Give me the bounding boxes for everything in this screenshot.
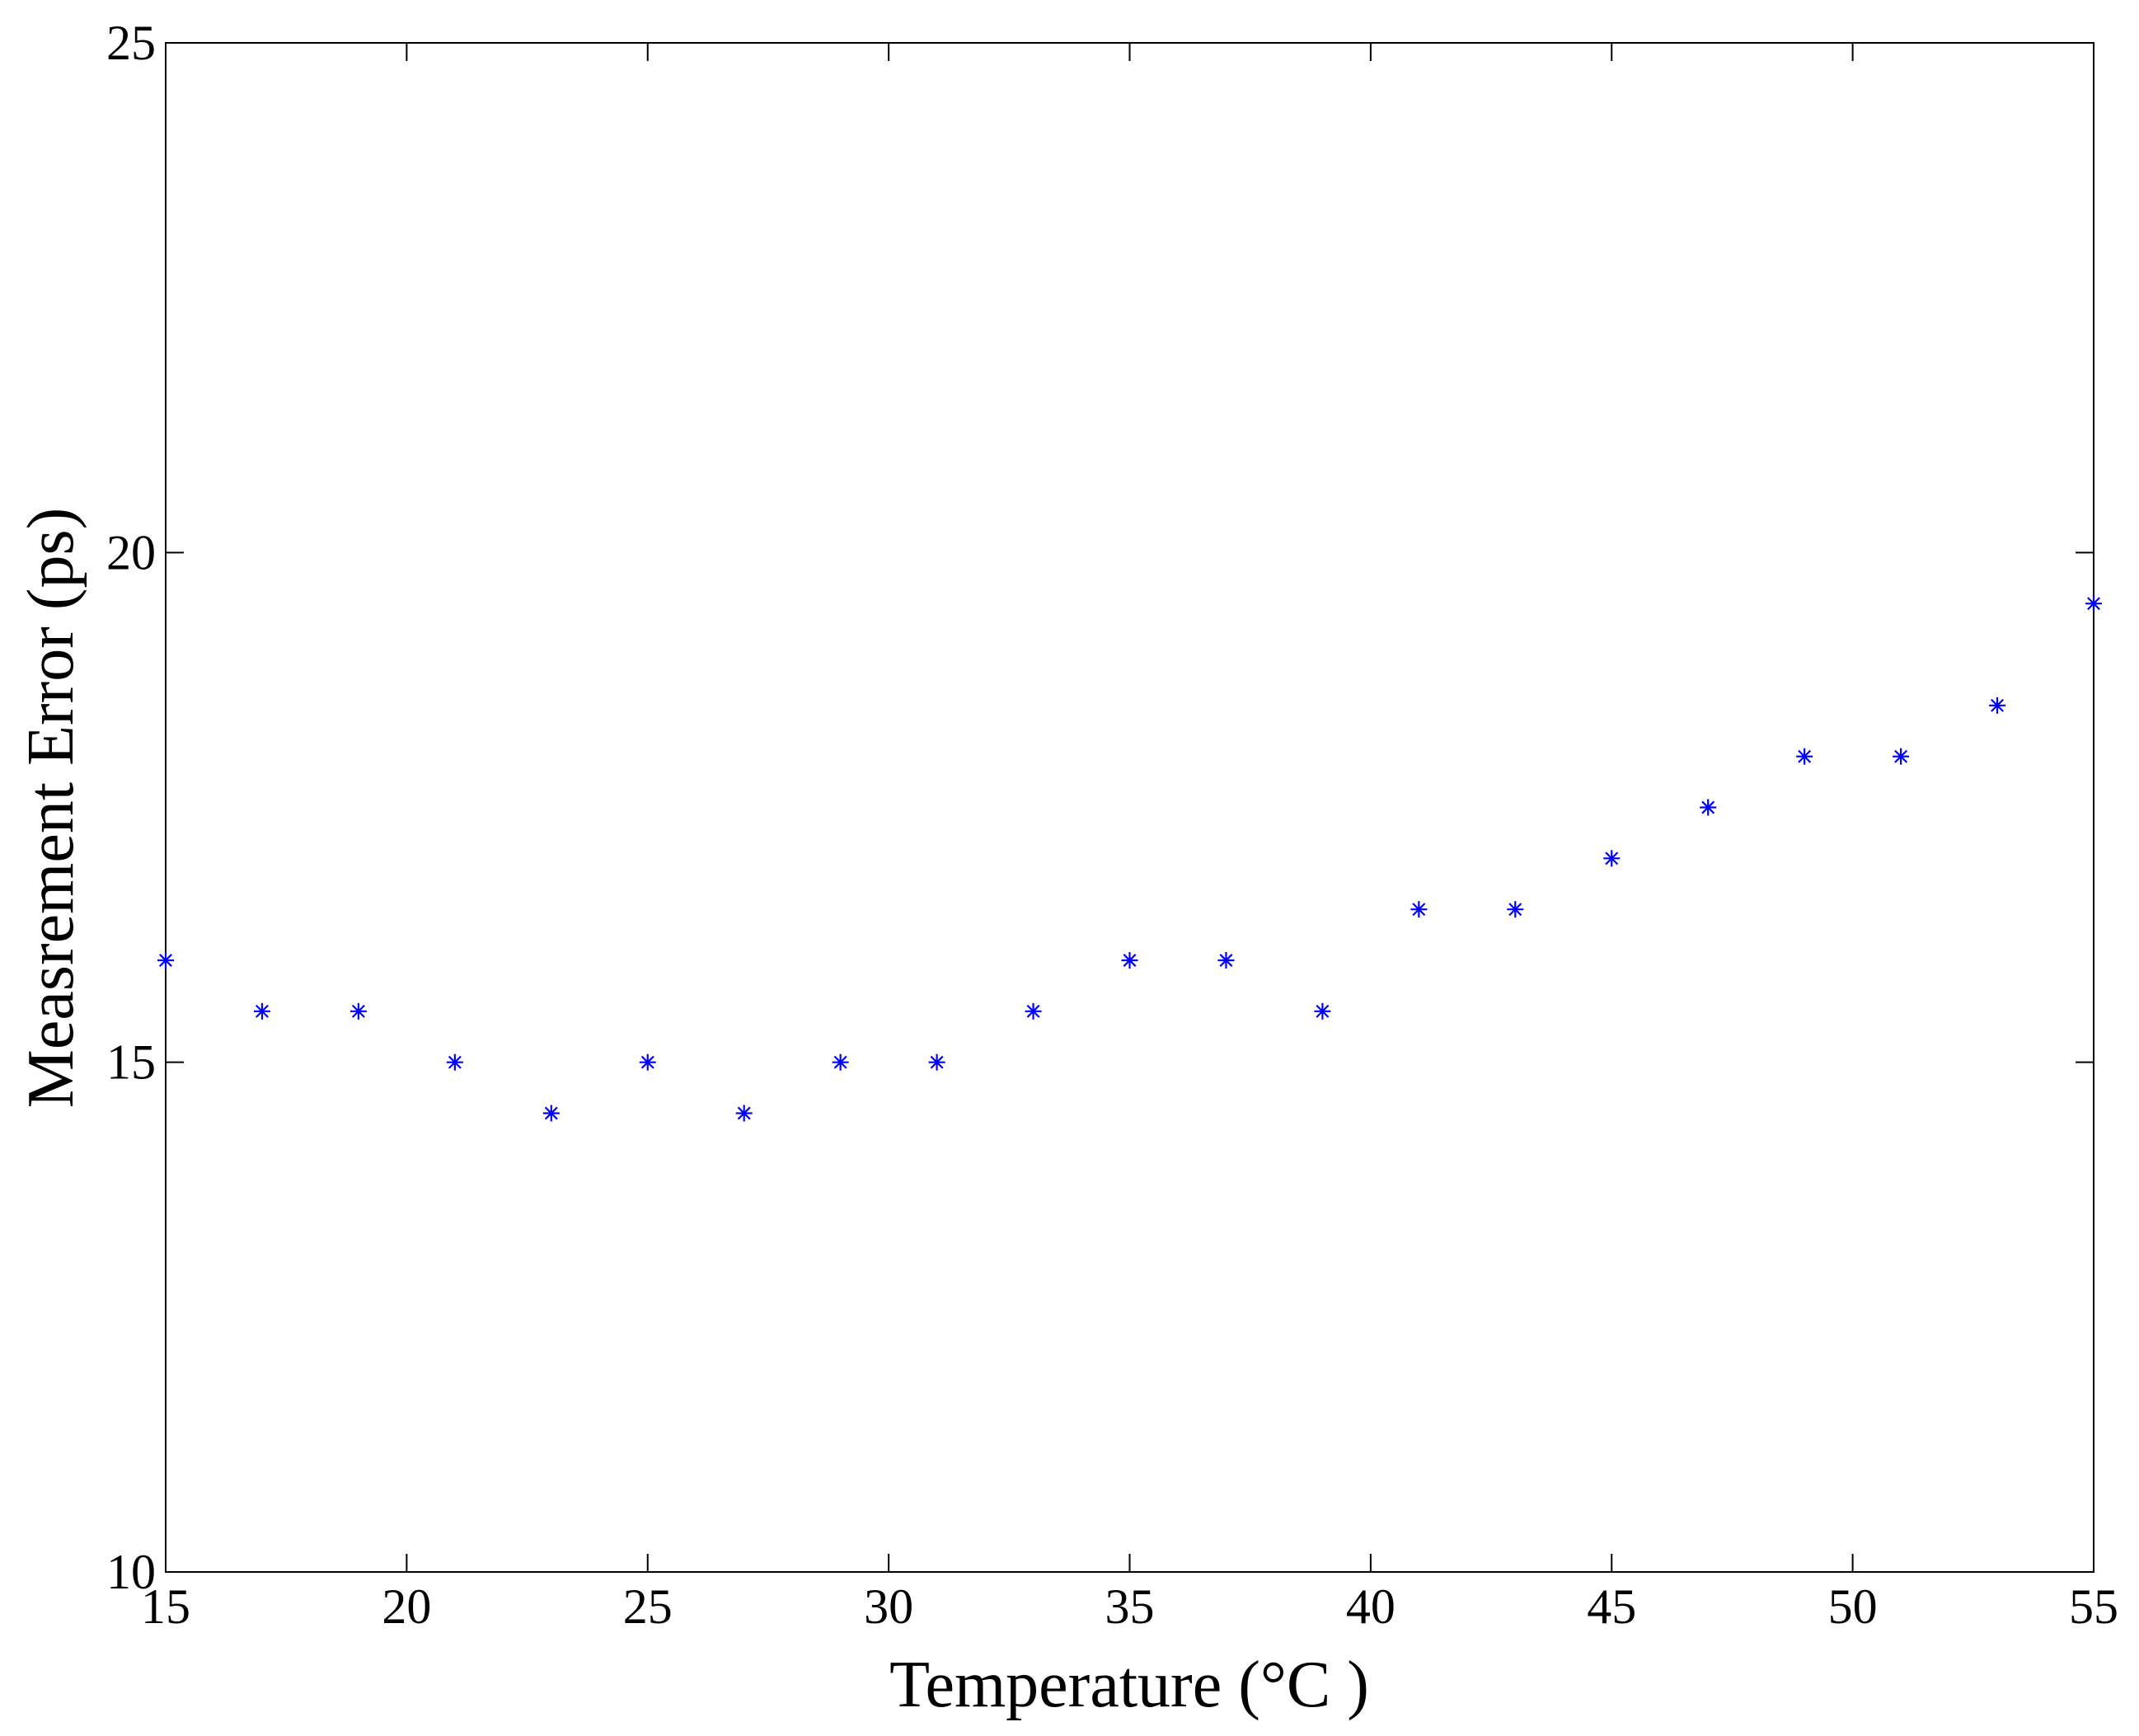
- data-point: [253, 1002, 270, 1020]
- data-point: [2085, 595, 2102, 612]
- data-point: [1410, 901, 1428, 918]
- x-tick-label: 40: [1346, 1579, 1396, 1634]
- data-point: [735, 1105, 753, 1122]
- data-point: [1893, 748, 1910, 765]
- y-tick-label: 10: [106, 1545, 156, 1599]
- data-point: [157, 952, 174, 969]
- y-ticks: 10 15 20 25: [106, 16, 2094, 1599]
- data-point: [1507, 901, 1524, 918]
- data-point: [1796, 748, 1813, 765]
- x-tick-label: 25: [623, 1579, 673, 1634]
- data-point: [349, 1002, 367, 1020]
- y-axis-title: Measrement Error (ps): [15, 508, 87, 1109]
- data-point: [1700, 799, 1717, 816]
- data-point: [1121, 952, 1138, 969]
- x-tick-label: 50: [1828, 1579, 1878, 1634]
- y-tick-label: 15: [106, 1035, 156, 1090]
- data-point: [639, 1053, 656, 1071]
- x-ticks: 15 20 25 30 35 40 45 50 55: [141, 43, 2118, 1634]
- plot-frame: [165, 42, 2094, 1573]
- data-point: [1314, 1002, 1331, 1020]
- data-point: [928, 1053, 945, 1071]
- data-points: [157, 595, 2102, 1122]
- data-point: [542, 1105, 560, 1122]
- y-tick-label: 25: [106, 16, 156, 70]
- x-tick-label: 55: [2069, 1579, 2118, 1634]
- y-tick-label: 20: [106, 525, 156, 579]
- x-axis-title: Temperature (°C ): [889, 1649, 1369, 1721]
- x-tick-label: 45: [1587, 1579, 1636, 1634]
- data-point: [1217, 952, 1235, 969]
- x-tick-label: 35: [1105, 1579, 1155, 1634]
- data-point: [1989, 697, 2006, 714]
- data-point: [1603, 850, 1621, 867]
- data-point: [832, 1053, 849, 1071]
- data-point: [1025, 1002, 1042, 1020]
- x-tick-label: 30: [864, 1579, 913, 1634]
- data-point: [446, 1053, 463, 1071]
- x-tick-label: 20: [382, 1579, 431, 1634]
- x-tick-label: 15: [141, 1579, 190, 1634]
